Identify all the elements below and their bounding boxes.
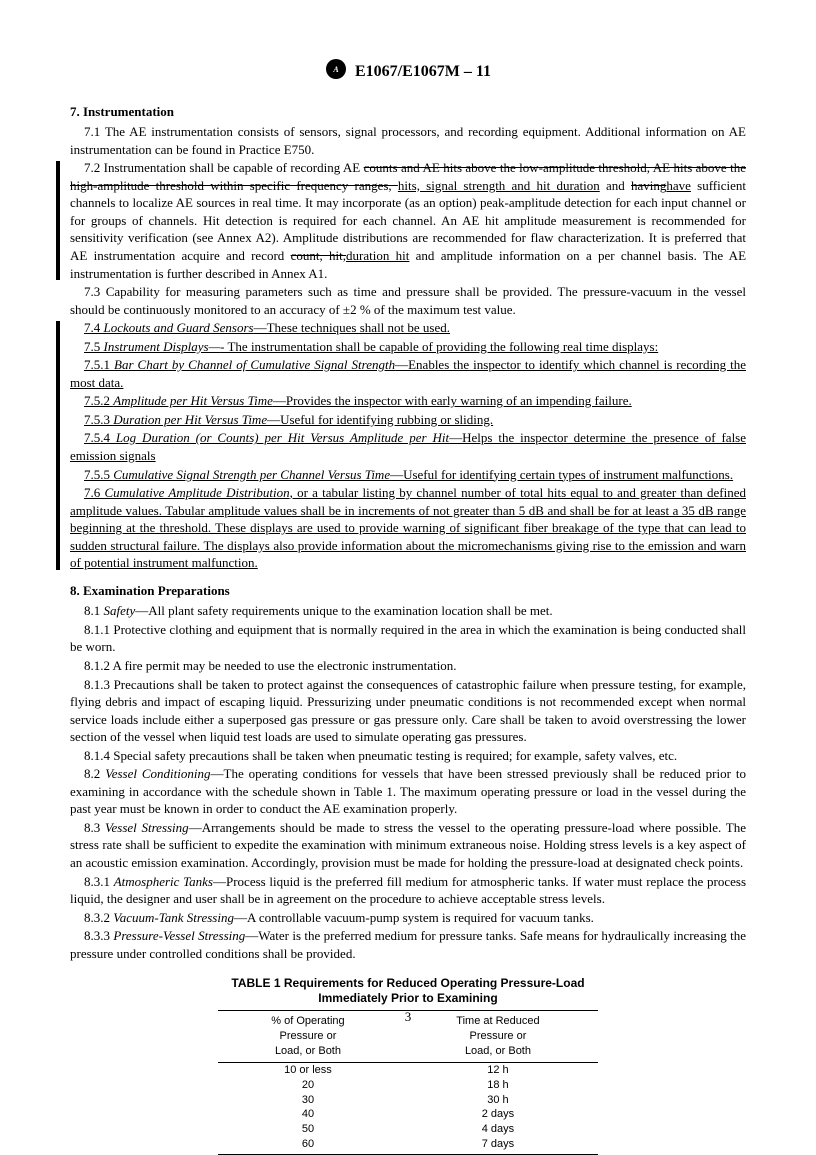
cell: 20 [218, 1078, 398, 1093]
section-8-heading: 8. Examination Preparations [70, 582, 746, 600]
change-block-7-4-7-6: 7.4 Lockouts and Guard Sensors—These tec… [70, 319, 746, 572]
para-8-1: 8.1 Safety—All plant safety requirements… [70, 602, 746, 620]
para-8-1-4: 8.1.4 Special safety precautions shall b… [70, 747, 746, 765]
para-7-5-5: 7.5.5 Cumulative Signal Strength per Cha… [70, 466, 746, 484]
table-row: 3030 h [218, 1093, 598, 1108]
underlined: 7.4 Lockouts and Guard Sensors—These tec… [84, 320, 450, 335]
num: 8.3.3 [84, 928, 113, 943]
table-1-title: TABLE 1 Requirements for Reduced Operati… [70, 976, 746, 1006]
cell: 12 h [398, 1062, 598, 1077]
para-8-3: 8.3 Vessel Stressing—Arrangements should… [70, 819, 746, 872]
cell: 30 [218, 1093, 398, 1108]
body: —A controllable vacuum-pump system is re… [234, 910, 594, 925]
para-7-2: 7.2 Instrumentation shall be capable of … [70, 159, 746, 282]
table-row: 504 days [218, 1122, 598, 1137]
para-7-6: 7.6 Cumulative Amplitude Distribution, o… [70, 484, 746, 572]
table-1-body: 10 or less12 h 2018 h 3030 h 402 days 50… [218, 1062, 598, 1154]
line: Load, or Both [465, 1045, 531, 1057]
para-8-3-1: 8.3.1 Atmospheric Tanks—Process liquid i… [70, 873, 746, 908]
table-row: 2018 h [218, 1078, 598, 1093]
para-8-2: 8.2 Vessel Conditioning—The operating co… [70, 765, 746, 818]
para-7-1: 7.1 The AE instrumentation consists of s… [70, 123, 746, 158]
struck-text: count, hit, [291, 248, 346, 263]
run-in-title: Vessel Stressing [105, 820, 189, 835]
run-in-title: Pressure-Vessel Stressing [113, 928, 245, 943]
run-in-title: Atmospheric Tanks [114, 874, 213, 889]
cell: 7 days [398, 1137, 598, 1154]
num: 8.3.2 [84, 910, 113, 925]
para-7-5-1: 7.5.1 Bar Chart by Channel of Cumulative… [70, 356, 746, 391]
para-7-5-3: 7.5.3 Duration per Hit Versus Time—Usefu… [70, 411, 746, 429]
cell: 10 or less [218, 1062, 398, 1077]
para-7-5-2: 7.5.2 Amplitude per Hit Versus Time—Prov… [70, 392, 746, 410]
num: 8.1 [84, 603, 104, 618]
num: 8.3 [84, 820, 105, 835]
para-7-5-4: 7.5.4 Log Duration (or Counts) per Hit V… [70, 429, 746, 464]
table-row: 402 days [218, 1107, 598, 1122]
cell: 4 days [398, 1122, 598, 1137]
num: 8.2 [84, 766, 105, 781]
table-row: 607 days [218, 1137, 598, 1154]
table-1: % of Operating Pressure or Load, or Both… [218, 1010, 598, 1155]
line: Pressure or [280, 1030, 337, 1042]
underlined: 7.5.1 Bar Chart by Channel of Cumulative… [70, 357, 746, 390]
para-8-3-2: 8.3.2 Vacuum-Tank Stressing—A controllab… [70, 909, 746, 927]
line: Load, or Both [275, 1045, 341, 1057]
struck-text: having [631, 178, 666, 193]
underlined: 7.5.5 Cumulative Signal Strength per Cha… [84, 467, 733, 482]
cell: 40 [218, 1107, 398, 1122]
cell: 18 h [398, 1078, 598, 1093]
underlined: 7.5.2 Amplitude per Hit Versus Time—Prov… [84, 393, 632, 408]
run-in-title: Vacuum-Tank Stressing [113, 910, 234, 925]
num: 8.3.1 [84, 874, 114, 889]
line: Pressure or [470, 1030, 527, 1042]
title-line-1: TABLE 1 Requirements for Reduced Operati… [231, 976, 584, 990]
para-8-1-3: 8.1.3 Precautions shall be taken to prot… [70, 676, 746, 746]
cell: 2 days [398, 1107, 598, 1122]
para-8-1-1: 8.1.1 Protective clothing and equipment … [70, 621, 746, 656]
para-8-3-3: 8.3.3 Pressure-Vessel Stressing—Water is… [70, 927, 746, 962]
cell: 30 h [398, 1093, 598, 1108]
run-in-title: Vessel Conditioning [105, 766, 210, 781]
para-7-4: 7.4 Lockouts and Guard Sensors—These tec… [70, 319, 746, 337]
designation: E1067/E1067M – 11 [355, 63, 491, 80]
run-in-title: Safety [104, 603, 136, 618]
title-line-2: Immediately Prior to Examining [318, 991, 497, 1005]
body: —All plant safety requirements unique to… [135, 603, 552, 618]
underlined: 7.5.3 Duration per Hit Versus Time—Usefu… [84, 412, 493, 427]
para-7-5: 7.5 Instrument Displays—- The instrument… [70, 338, 746, 356]
astm-logo: A [325, 58, 347, 87]
text: 7.2 Instrumentation shall be capable of … [84, 160, 364, 175]
cell: 50 [218, 1122, 398, 1137]
underlined: 7.5 Instrument Displays—- The instrument… [84, 339, 658, 354]
para-8-1-2: 8.1.2 A fire permit may be needed to use… [70, 657, 746, 675]
table-row: 10 or less12 h [218, 1062, 598, 1077]
section-7-heading: 7. Instrumentation [70, 103, 746, 121]
inserted-text: duration hit [346, 248, 409, 263]
text: and [600, 178, 631, 193]
page-header: A E1067/E1067M – 11 [70, 58, 746, 87]
cell: 60 [218, 1137, 398, 1154]
page-number: 3 [0, 1008, 816, 1026]
underlined: 7.5.4 Log Duration (or Counts) per Hit V… [70, 430, 746, 463]
inserted-text: have [666, 178, 691, 193]
underlined: 7.6 Cumulative Amplitude Distribution, o… [70, 485, 746, 570]
para-7-3: 7.3 Capability for measuring parameters … [70, 283, 746, 318]
svg-text:A: A [332, 65, 339, 74]
inserted-text: hits, signal strength and hit duration [398, 178, 600, 193]
